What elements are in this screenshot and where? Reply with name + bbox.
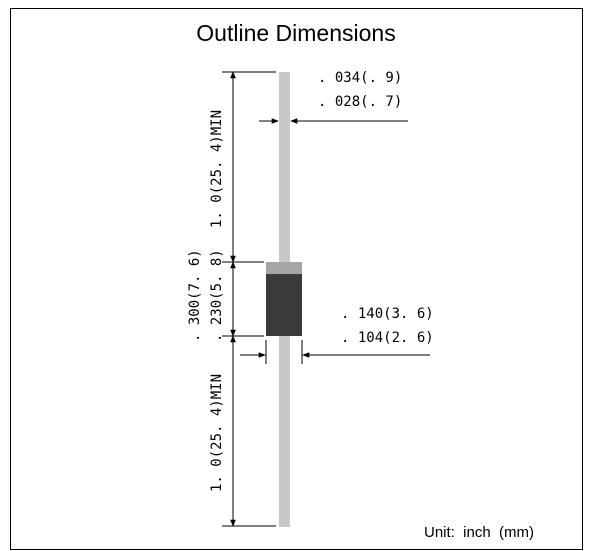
- top-lead-length-label: 1. 0(25. 4)MIN: [209, 110, 225, 228]
- unit-label: Unit: inch (mm): [424, 524, 535, 541]
- body-diameter-max-label: . 140(3. 6): [341, 306, 434, 322]
- drawing-title: Outline Dimensions: [196, 20, 396, 46]
- lead-diameter-min-label: . 028(. 7): [318, 94, 402, 110]
- bottom-lead-length-dimension: [222, 335, 276, 527]
- body-length-min-label: . 230(5. 8): [209, 249, 225, 342]
- body-length-max-label: . 300(7. 6): [187, 249, 203, 342]
- top-lead-length-dimension: [222, 71, 276, 263]
- body-diameter-min-label: . 104(2. 6): [341, 330, 434, 346]
- cathode-band: [266, 262, 302, 274]
- lead-diameter-max-label: . 034(. 9): [318, 70, 402, 86]
- diode-body: [266, 262, 302, 336]
- bottom-lead: [279, 336, 290, 527]
- body-diameter-dimension: [240, 340, 430, 364]
- body-length-dimension: [222, 261, 264, 337]
- top-lead: [279, 72, 290, 262]
- bottom-lead-length-label: 1. 0(25. 4)MIN: [209, 374, 225, 492]
